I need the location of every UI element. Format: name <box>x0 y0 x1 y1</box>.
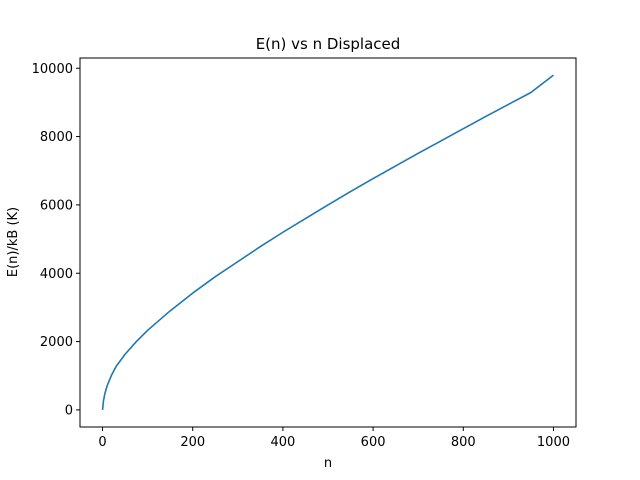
y-tick-label: 8000 <box>40 130 73 145</box>
y-tick-label: 2000 <box>40 335 73 350</box>
x-tick-label: 200 <box>180 435 205 450</box>
x-axis-label: n <box>324 456 332 471</box>
y-tick-label: 4000 <box>40 267 73 282</box>
y-axis-label: E(n)/kB (K) <box>6 207 21 277</box>
chart-title: E(n) vs n Displaced <box>256 35 401 53</box>
series-line-0 <box>101 74 554 411</box>
x-axis: 0 200 400 600 800 1000 <box>98 427 570 450</box>
plot-area <box>79 57 577 428</box>
y-tick-label: 10000 <box>32 62 73 77</box>
x-tick-label: 600 <box>361 435 386 450</box>
y-axis: 0 2000 4000 6000 8000 10000 <box>32 62 80 418</box>
y-tick-label: 6000 <box>40 198 73 213</box>
x-tick-label: 0 <box>98 435 106 450</box>
x-tick-label: 800 <box>451 435 476 450</box>
y-tick-label: 0 <box>65 403 73 418</box>
x-tick-label: 1000 <box>537 435 570 450</box>
series-layer <box>101 74 554 411</box>
x-tick-label: 400 <box>270 435 295 450</box>
